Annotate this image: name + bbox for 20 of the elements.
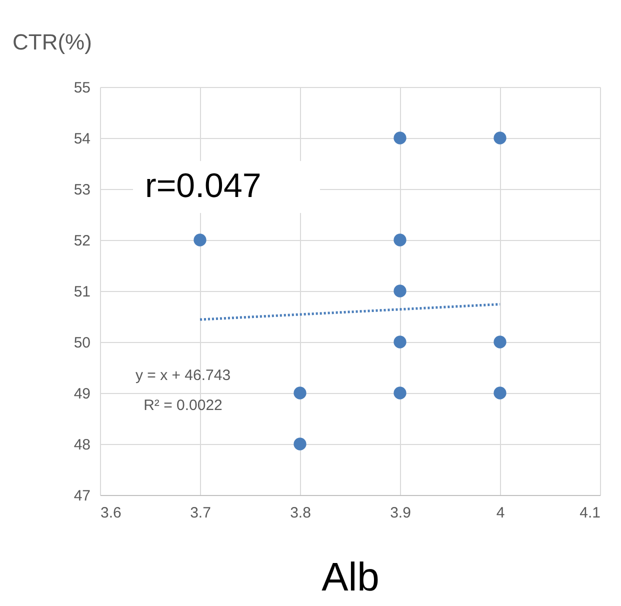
y-tick-label: 47 <box>74 488 90 504</box>
annotation: r=0.047 <box>145 167 262 205</box>
x-tick-label: 4 <box>496 504 505 522</box>
annotation: R² = 0.0022 <box>144 397 222 414</box>
x-tick-label: 3.6 <box>100 504 122 522</box>
x-tick-label: 4.1 <box>580 504 600 522</box>
x-tick-label: 3.8 <box>290 504 311 522</box>
y-tick-label: 52 <box>74 232 90 250</box>
y-tick-label: 49 <box>74 386 90 402</box>
x-axis-title: Alb <box>322 556 380 600</box>
annotation: y = x + 46.743 <box>135 367 231 384</box>
y-tick-label: 55 <box>74 80 90 96</box>
y-tick-label: 50 <box>74 334 90 352</box>
y-tick-label: 48 <box>74 436 90 454</box>
y-tick-label: 53 <box>74 182 90 198</box>
y-tick-label: 54 <box>74 130 90 148</box>
x-tick-label: 3.9 <box>390 504 411 522</box>
x-tick-label: 3.7 <box>190 504 211 522</box>
y-tick-label: 51 <box>74 284 90 300</box>
y-axis-title: CTR(%) <box>12 30 92 54</box>
